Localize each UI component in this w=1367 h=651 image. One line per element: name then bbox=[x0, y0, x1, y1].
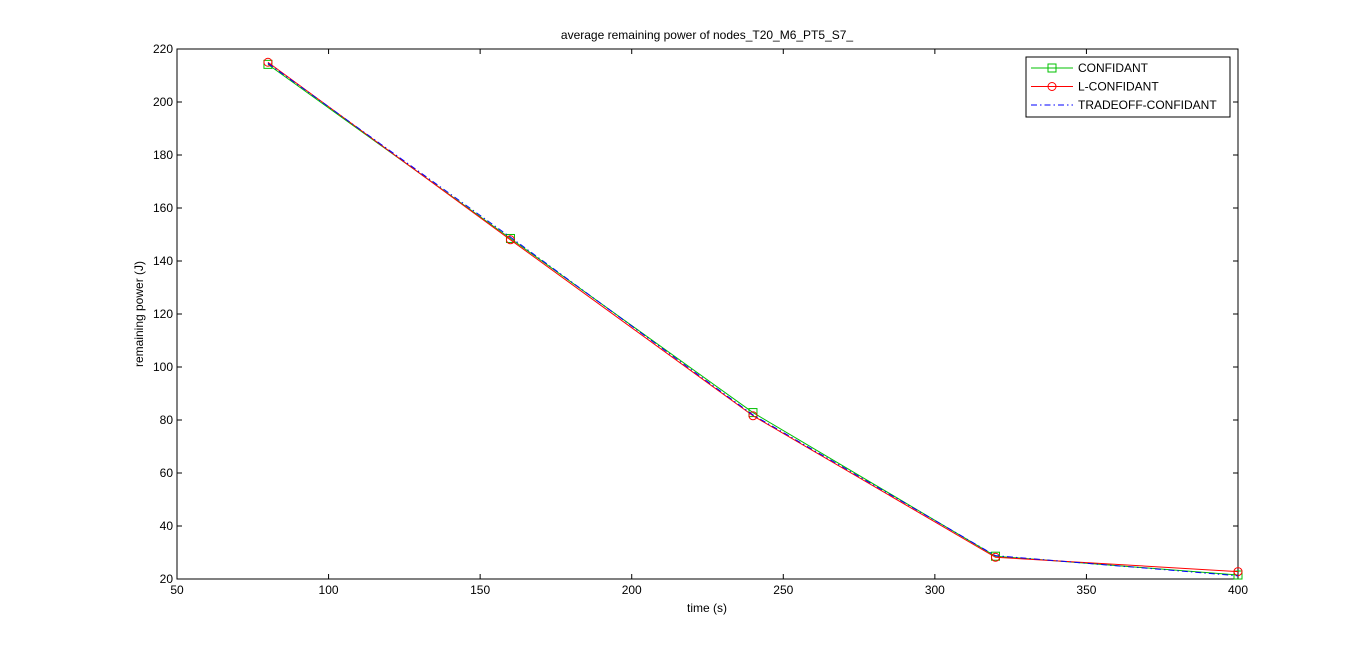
chart-title: average remaining power of nodes_T20_M6_… bbox=[561, 28, 854, 42]
y-tick-label: 80 bbox=[160, 413, 174, 427]
y-tick-label: 180 bbox=[153, 148, 173, 162]
y-axis-label: remaining power (J) bbox=[132, 261, 146, 367]
x-tick-label: 50 bbox=[170, 583, 184, 597]
legend: CONFIDANT L-CONFIDANT TRADEOFF-CONFIDANT bbox=[1025, 56, 1231, 118]
data-point-l-confidant bbox=[263, 57, 273, 67]
series-layer bbox=[263, 57, 1243, 580]
plot-area bbox=[176, 48, 1239, 580]
data-point-l-confidant bbox=[990, 552, 1000, 562]
data-point-confidant bbox=[263, 59, 273, 69]
y-tick-label: 20 bbox=[160, 572, 174, 586]
legend-marker-l-confidant bbox=[1047, 82, 1057, 91]
y-tick-label: 60 bbox=[160, 466, 174, 480]
data-point-l-confidant bbox=[748, 411, 758, 421]
y-tick-label: 200 bbox=[153, 95, 173, 109]
y-tick-label: 120 bbox=[153, 307, 173, 321]
data-point-l-confidant bbox=[505, 235, 515, 245]
axis-ticks: 50 100 150 200 250 300 350 400 20 40 60 80 100 120 140… bbox=[153, 42, 1248, 597]
series-line-tradeoff-confidant bbox=[267, 62, 1239, 577]
y-tick-label: 220 bbox=[153, 42, 173, 56]
x-tick-label: 150 bbox=[470, 583, 490, 597]
y-tick-label: 160 bbox=[153, 201, 173, 215]
y-tick-label: 140 bbox=[153, 254, 173, 268]
x-tick-label: 300 bbox=[925, 583, 945, 597]
legend-label-l-confidant: L-CONFIDANT bbox=[1078, 80, 1159, 94]
x-tick-label: 200 bbox=[622, 583, 642, 597]
x-tick-label: 250 bbox=[773, 583, 793, 597]
x-tick-label: 350 bbox=[1076, 583, 1096, 597]
legend-marker-confidant bbox=[1047, 63, 1057, 73]
legend-label-tradeoff-confidant: TRADEOFF-CONFIDANT bbox=[1078, 98, 1217, 112]
x-axis-label: time (s) bbox=[687, 601, 727, 615]
y-tick-label: 100 bbox=[153, 360, 173, 374]
data-point-confidant bbox=[1233, 570, 1243, 580]
x-tick-label: 100 bbox=[319, 583, 339, 597]
x-tick-label: 400 bbox=[1228, 583, 1248, 597]
y-tick-label: 40 bbox=[160, 519, 174, 533]
legend-label-confidant: CONFIDANT bbox=[1078, 61, 1149, 75]
